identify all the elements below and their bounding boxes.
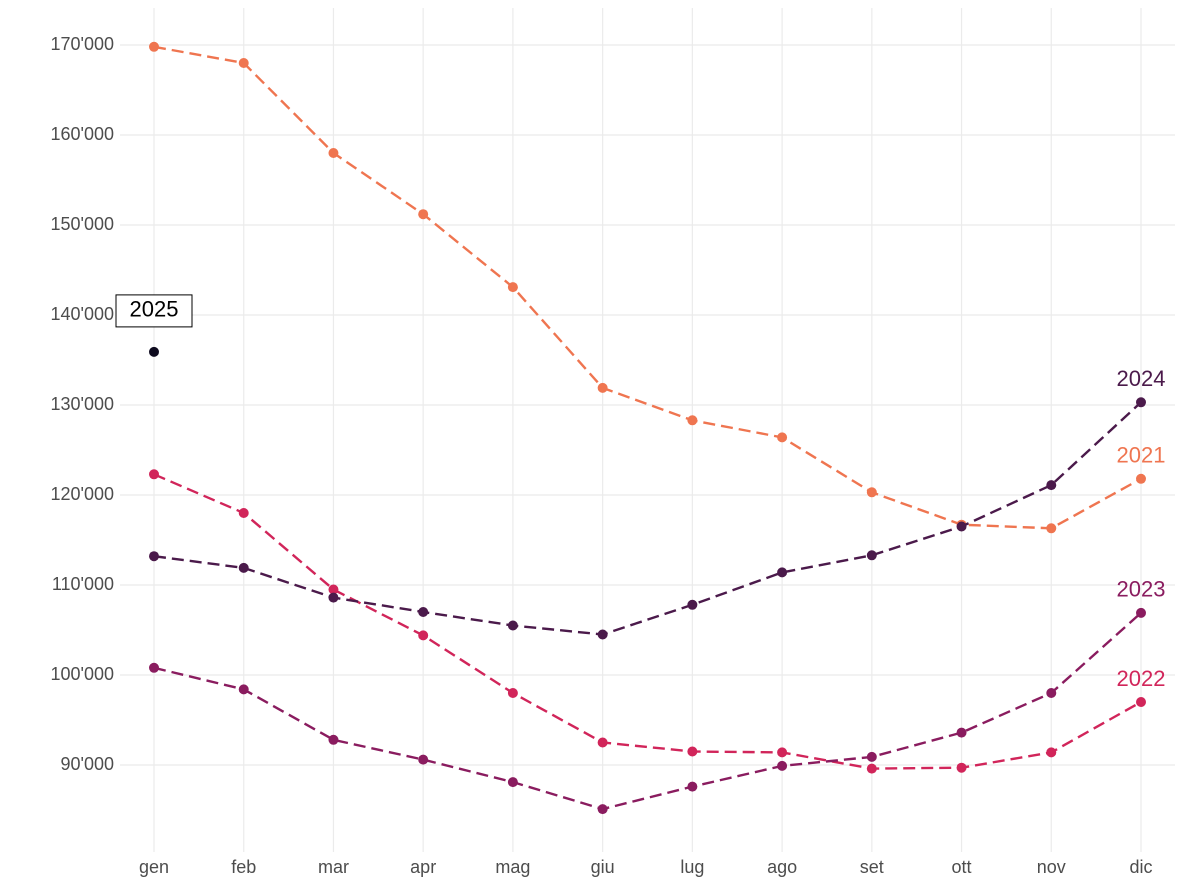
x-tick-label: apr [410,857,436,877]
point [1136,607,1146,618]
point [1046,523,1057,534]
point [687,781,698,792]
point [149,41,159,52]
point [866,487,877,498]
point [238,562,249,573]
x-tick-label: ago [767,857,797,877]
point [597,382,608,393]
point [149,662,159,673]
point [687,746,698,757]
point [597,629,608,640]
point [238,684,249,695]
point [328,584,339,595]
point [1046,747,1057,758]
point [149,346,159,357]
point [507,282,518,293]
point [238,58,249,68]
point [1136,697,1146,707]
x-tick-label: giu [591,857,615,877]
y-tick-label: 120'000 [50,484,114,504]
series-line [153,401,1142,636]
point [1136,397,1146,408]
point [418,209,429,220]
point [956,521,967,532]
point [956,762,967,773]
y-tick-label: 170'000 [50,34,114,54]
point [328,734,339,745]
point [418,630,429,641]
point [507,688,518,698]
series-line [153,612,1142,811]
label-box [115,294,193,328]
point [507,620,518,631]
point [777,567,788,578]
series-label: 2021 [1117,443,1166,468]
point [866,751,877,762]
point [328,592,339,603]
point [149,551,159,562]
x-tick-label: dic [1129,857,1152,877]
point [777,432,788,443]
x-tick-label: nov [1037,857,1066,877]
point [687,599,698,610]
point [956,727,967,738]
y-tick-label: 160'000 [50,124,114,144]
point [866,763,877,774]
y-tick-label: 130'000 [50,394,114,414]
point [687,415,698,426]
point [597,737,608,748]
point [238,508,249,518]
point [866,550,877,561]
series-line [153,473,1142,770]
point [1046,688,1057,698]
point [1136,473,1146,484]
point [777,760,788,771]
x-tick-label: mag [495,857,530,877]
y-tick-label: 140'000 [50,304,114,324]
series-label: 2024 [1117,366,1166,391]
series-label-box: 2025 [115,294,193,328]
x-tick-label: ott [952,857,972,877]
point [149,469,159,480]
point [507,777,518,788]
series-line [153,45,1142,530]
x-tick-label: feb [231,857,256,877]
point [418,754,429,765]
x-tick-label: gen [139,857,169,877]
series-label: 2023 [1117,577,1166,602]
x-tick-label: mar [318,857,349,877]
y-tick-label: 90'000 [61,754,115,774]
point [418,607,429,617]
series-label: 2025 [130,297,179,322]
x-tick-label: set [860,857,884,877]
point [777,747,788,758]
point [597,804,608,815]
y-tick-label: 100'000 [50,664,114,684]
y-tick-label: 110'000 [52,574,114,594]
point [1046,480,1057,491]
series-label: 2022 [1117,666,1166,691]
y-tick-label: 150'000 [50,214,114,234]
point [328,148,339,158]
x-tick-label: lug [680,857,704,877]
